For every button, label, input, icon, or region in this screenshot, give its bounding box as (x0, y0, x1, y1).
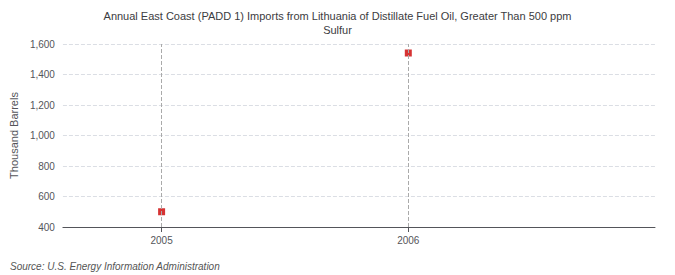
svg-text:Thousand Barrels: Thousand Barrels (8, 92, 20, 179)
svg-text:Sulfur: Sulfur (323, 24, 352, 36)
svg-text:800: 800 (38, 161, 55, 172)
svg-text:600: 600 (38, 191, 55, 202)
svg-text:1,600: 1,600 (30, 39, 55, 50)
svg-text:2006: 2006 (397, 235, 420, 246)
svg-text:1,200: 1,200 (30, 100, 55, 111)
svg-text:400: 400 (38, 222, 55, 233)
svg-text:Source: U.S. Energy Informatio: Source: U.S. Energy Information Administ… (10, 261, 220, 272)
svg-text:1,000: 1,000 (30, 130, 55, 141)
svg-text:1,400: 1,400 (30, 69, 55, 80)
svg-text:2005: 2005 (150, 235, 173, 246)
svg-text:Annual East Coast (PADD 1) Imp: Annual East Coast (PADD 1) Imports from … (104, 10, 572, 22)
